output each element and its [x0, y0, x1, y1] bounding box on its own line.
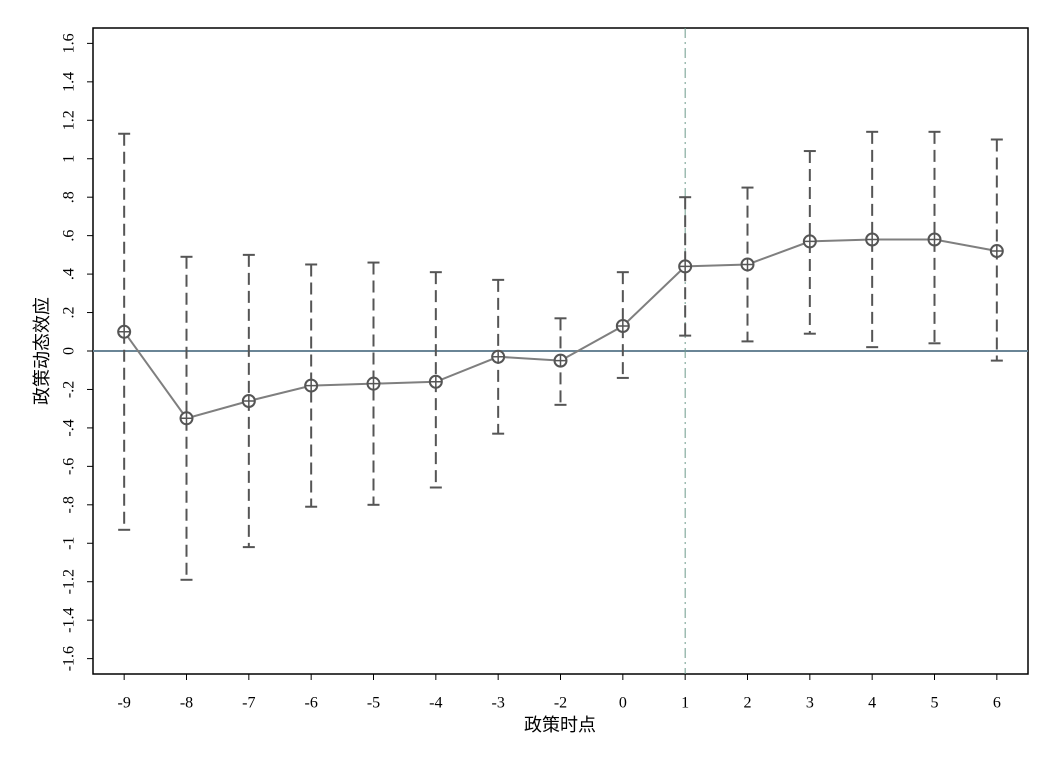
- y-tick-label: -1.6: [61, 646, 78, 671]
- point-cross: [990, 245, 1003, 258]
- y-tick-label: .8: [61, 191, 78, 203]
- y-tick-label: -.6: [61, 458, 78, 475]
- x-tick-label: 0: [619, 695, 627, 712]
- x-tick-label: -4: [429, 695, 442, 712]
- x-tick-label: 3: [806, 695, 814, 712]
- x-tick-label: -8: [180, 695, 193, 712]
- point-cross: [367, 377, 380, 390]
- x-tick-label: 6: [993, 695, 1001, 712]
- point-cross: [429, 375, 442, 388]
- point-cross: [616, 320, 629, 333]
- x-tick-label: -7: [242, 695, 255, 712]
- y-axis-title: 政策动态效应: [32, 297, 52, 405]
- x-tick-label: -9: [118, 695, 131, 712]
- point-cross: [803, 235, 816, 248]
- y-tick-label: .2: [61, 307, 78, 319]
- point-cross: [118, 325, 131, 338]
- y-tick-label: .4: [61, 268, 78, 280]
- y-tick-label: -1.2: [61, 569, 78, 594]
- point-cross: [492, 350, 505, 363]
- x-tick-label: 2: [744, 695, 752, 712]
- point-cross: [866, 233, 879, 246]
- y-tick-label: 1.2: [61, 110, 78, 130]
- y-tick-label: .6: [61, 230, 78, 242]
- y-tick-label: 1.4: [61, 72, 78, 92]
- x-tick-label: 1: [681, 695, 689, 712]
- x-tick-label: -6: [305, 695, 318, 712]
- y-tick-label: 0: [61, 347, 78, 355]
- point-cross: [928, 233, 941, 246]
- y-tick-label: 1.6: [61, 33, 78, 53]
- point-cross: [741, 258, 754, 271]
- y-tick-label: 1: [61, 155, 78, 163]
- point-cross: [679, 260, 692, 273]
- x-axis-title: 政策时点: [524, 715, 596, 735]
- x-tick-label: 4: [868, 695, 876, 712]
- y-tick-label: -.4: [61, 419, 78, 436]
- y-tick-label: -1: [61, 537, 78, 550]
- x-tick-label: -2: [554, 695, 567, 712]
- x-tick-label: 5: [931, 695, 939, 712]
- x-tick-label: -3: [492, 695, 505, 712]
- point-cross: [554, 354, 567, 367]
- y-tick-label: -.2: [61, 381, 78, 398]
- y-tick-label: -1.4: [61, 608, 78, 633]
- y-tick-label: -.8: [61, 496, 78, 513]
- point-cross: [180, 412, 193, 425]
- point-cross: [305, 379, 318, 392]
- point-cross: [242, 394, 255, 407]
- x-tick-label: -5: [367, 695, 380, 712]
